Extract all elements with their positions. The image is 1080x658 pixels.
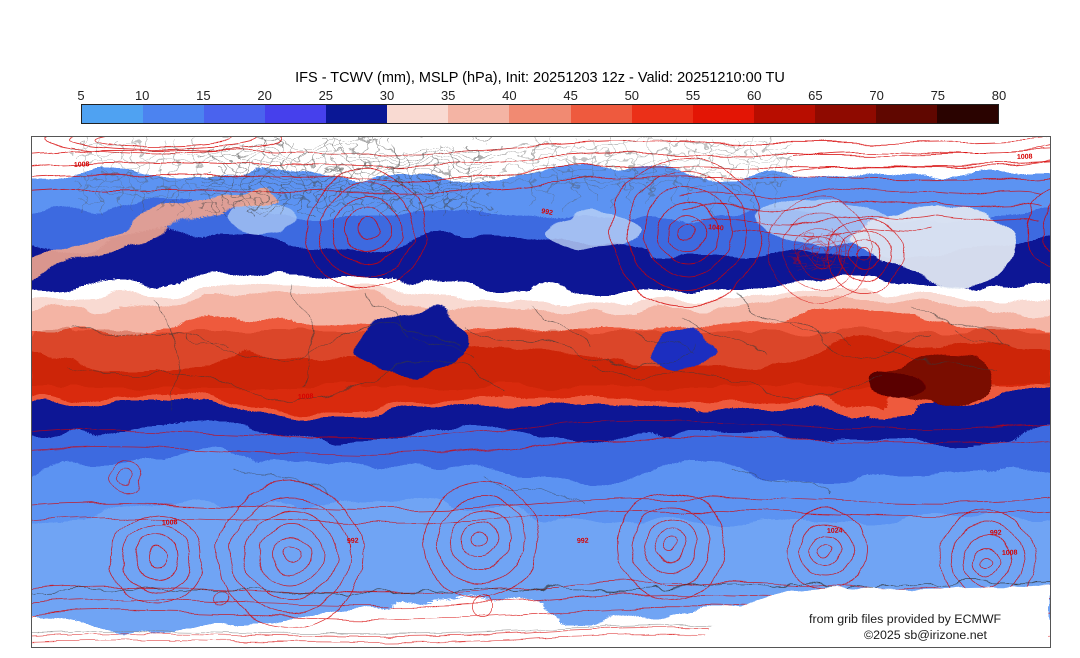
svg-text:1008: 1008 — [1017, 153, 1033, 161]
svg-text:1008: 1008 — [74, 161, 90, 169]
svg-text:from grib files provided by EC: from grib files provided by ECMWF — [809, 612, 1002, 626]
svg-text:992: 992 — [990, 530, 1002, 537]
svg-text:1040: 1040 — [708, 224, 724, 232]
svg-text:1008: 1008 — [298, 393, 314, 401]
svg-text:1008: 1008 — [1002, 549, 1018, 557]
svg-text:1008: 1008 — [162, 519, 178, 527]
svg-text:992: 992 — [347, 538, 359, 545]
svg-text:1024: 1024 — [827, 527, 843, 535]
svg-text:©2025 sb@irizone.net: ©2025 sb@irizone.net — [864, 628, 988, 642]
svg-text:992: 992 — [577, 538, 589, 545]
